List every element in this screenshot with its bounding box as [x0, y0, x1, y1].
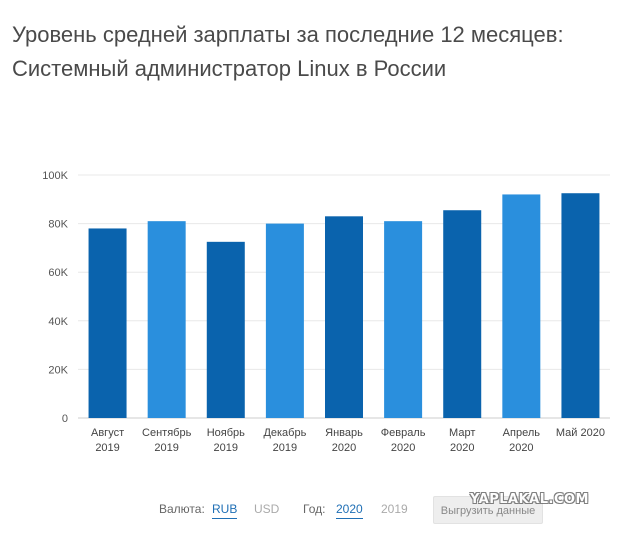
bar [265, 223, 304, 418]
currency-label: Валюта: [159, 502, 205, 516]
x-tick-label: Август [91, 427, 124, 439]
x-tick-label: 2020 [450, 442, 474, 454]
export-data-button[interactable]: Выгрузить данные [433, 496, 543, 524]
chart-title: Уровень средней зарплаты за последние 12… [12, 18, 564, 86]
y-tick-label: 60K [48, 267, 68, 279]
year-option-2019[interactable]: 2019 [381, 502, 408, 516]
x-tick-label: 2020 [332, 442, 356, 454]
chart-controls: Валюта: RUB USD Год: 2020 2019 Выгрузить… [0, 496, 640, 526]
x-tick-label: 2019 [214, 442, 238, 454]
currency-option-rub[interactable]: RUB [212, 502, 238, 519]
x-tick-label: Сентябрь [142, 427, 192, 439]
y-tick-label: 100K [42, 170, 68, 182]
salary-bar-chart: 0 20K 40K 60K 80K 100K Август 2019 Сентябрь 2019 Н… [42, 170, 610, 454]
y-tick-label: 20K [48, 364, 68, 376]
bar [443, 210, 482, 418]
bar [561, 193, 600, 418]
bar [88, 228, 127, 418]
x-tick-label: 2020 [391, 442, 415, 454]
bar [502, 194, 541, 418]
watermark-logo: YAPLAKAL.COM [470, 492, 589, 507]
x-tick-label: Ноябрь [207, 427, 245, 439]
x-tick-label: Март [449, 427, 475, 439]
currency-option-usd[interactable]: USD [254, 502, 280, 516]
x-tick-label: Май 2020 [556, 427, 605, 439]
y-tick-label: 0 [62, 413, 68, 425]
x-tick-label: Февраль [381, 427, 426, 439]
bar [384, 221, 423, 418]
x-tick-label: 2020 [509, 442, 533, 454]
chart-title-line2: Системный администратор Linux в России [12, 56, 447, 81]
year-option-2020[interactable]: 2020 [336, 502, 363, 519]
x-tick-label: Апрель [503, 427, 541, 439]
bar [147, 221, 186, 418]
x-tick-label: 2019 [154, 442, 178, 454]
bar [206, 241, 245, 418]
y-tick-label: 40K [48, 316, 68, 328]
y-tick-label: 80K [48, 219, 68, 231]
bar [325, 216, 363, 418]
x-tick-label: Декабрь [263, 427, 306, 439]
x-tick-label: 2019 [95, 442, 119, 454]
chart-title-line1: Уровень средней зарплаты за последние 12… [12, 22, 564, 47]
x-tick-label: 2019 [273, 442, 297, 454]
x-tick-label: Январь [325, 427, 363, 439]
year-label: Год: [303, 502, 326, 516]
